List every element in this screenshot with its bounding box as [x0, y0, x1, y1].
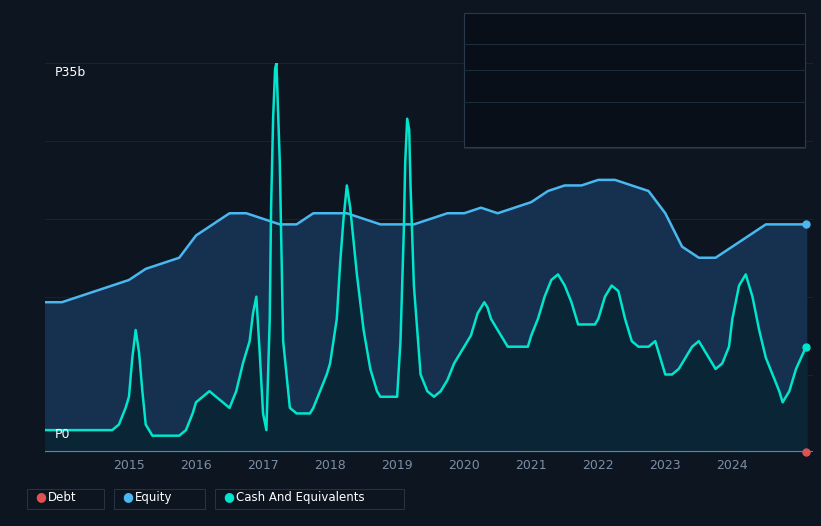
Text: Debt: Debt	[48, 491, 76, 503]
Text: Debt: Debt	[475, 48, 503, 61]
Text: Equity: Equity	[135, 491, 172, 503]
Text: P0: P0	[55, 428, 71, 441]
Text: ●: ●	[122, 491, 133, 503]
Text: Sep 30 2024: Sep 30 2024	[475, 19, 567, 33]
Text: Equity: Equity	[475, 74, 512, 87]
Text: Cash And Equivalents: Cash And Equivalents	[236, 491, 365, 503]
Text: P35b: P35b	[55, 66, 86, 79]
Text: Cash And Equivalents: Cash And Equivalents	[475, 106, 603, 119]
Text: ●: ●	[35, 491, 46, 503]
Text: ●: ●	[223, 491, 234, 503]
Text: P7.353b: P7.353b	[608, 106, 662, 119]
Text: 0%: 0%	[608, 92, 627, 105]
Text: P23.126b: P23.126b	[608, 74, 670, 87]
Text: Debt/Equity Ratio: Debt/Equity Ratio	[635, 92, 743, 105]
Text: P0: P0	[608, 48, 624, 61]
